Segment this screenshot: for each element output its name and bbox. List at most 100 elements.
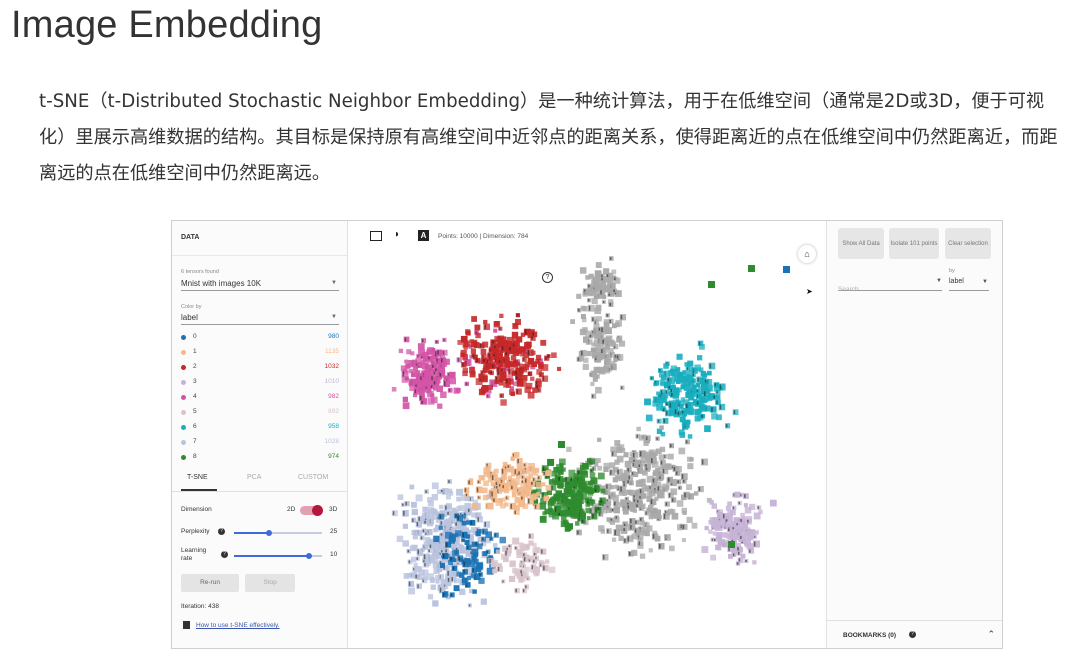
embedding-point[interactable]: [463, 345, 468, 350]
embedding-point[interactable]: [453, 387, 460, 394]
embedding-point[interactable]: [508, 575, 516, 583]
embedding-point[interactable]: [681, 524, 688, 530]
embedding-point[interactable]: [453, 571, 458, 576]
embedding-point[interactable]: [530, 489, 538, 497]
embedding-point[interactable]: [487, 476, 494, 483]
embedding-point[interactable]: [740, 553, 746, 559]
embedding-point[interactable]: [603, 319, 609, 325]
embedding-point[interactable]: [646, 475, 654, 483]
embedding-point[interactable]: [442, 526, 449, 534]
embedding-point[interactable]: [514, 505, 520, 511]
embedding-point[interactable]: [421, 338, 427, 344]
embedding-point[interactable]: [509, 467, 515, 473]
embedding-point[interactable]: [402, 396, 408, 402]
embedding-point[interactable]: [531, 331, 538, 338]
embedding-point[interactable]: [416, 548, 424, 556]
embedding-point[interactable]: [623, 452, 629, 458]
embedding-point[interactable]: [493, 321, 501, 328]
embedding-point[interactable]: [473, 499, 478, 505]
embedding-point[interactable]: [561, 514, 567, 521]
embedding-point[interactable]: [598, 511, 604, 517]
embedding-point[interactable]: [452, 539, 458, 545]
embedding-point[interactable]: [432, 561, 440, 569]
embedding-point[interactable]: [629, 518, 636, 525]
embedding-point[interactable]: [475, 512, 481, 518]
embedding-point[interactable]: [548, 508, 553, 513]
embedding-point[interactable]: [404, 364, 410, 369]
search-by-select[interactable]: label ▼: [949, 278, 989, 291]
embedding-point[interactable]: [748, 265, 755, 272]
embedding-point[interactable]: [544, 355, 550, 361]
embedding-point[interactable]: [550, 484, 557, 491]
embedding-point[interactable]: [585, 340, 590, 345]
embedding-point[interactable]: [712, 531, 717, 536]
embedding-point[interactable]: [480, 370, 486, 376]
embedding-point[interactable]: [511, 487, 518, 494]
embedding-point[interactable]: [506, 336, 514, 344]
embedding-point[interactable]: [656, 403, 664, 411]
embedding-point[interactable]: [440, 532, 447, 539]
embedding-point[interactable]: [464, 495, 471, 502]
embedding-point[interactable]: [553, 505, 561, 513]
embedding-point[interactable]: [449, 510, 454, 515]
embedding-point[interactable]: [493, 345, 499, 351]
embedding-point[interactable]: [783, 266, 790, 273]
embedding-point[interactable]: [495, 499, 503, 506]
embedding-point[interactable]: [713, 382, 720, 388]
embedding-point[interactable]: [547, 458, 555, 466]
embedding-point[interactable]: [466, 575, 471, 581]
embedding-point[interactable]: [715, 394, 721, 400]
embedding-point[interactable]: [461, 549, 466, 554]
embedding-point[interactable]: [445, 494, 451, 500]
embedding-point[interactable]: [423, 358, 430, 365]
embedding-point[interactable]: [473, 573, 481, 581]
embedding-point[interactable]: [411, 508, 418, 516]
embedding-point[interactable]: [686, 370, 692, 376]
embedding-point[interactable]: [541, 364, 549, 371]
embedding-point[interactable]: [569, 476, 576, 482]
embedding-point[interactable]: [698, 386, 705, 394]
embedding-point[interactable]: [512, 537, 520, 545]
embedding-point[interactable]: [478, 475, 485, 481]
embedding-point[interactable]: [628, 551, 634, 557]
embedding-point[interactable]: [656, 428, 663, 434]
embedding-point[interactable]: [461, 577, 468, 583]
embedding-point[interactable]: [540, 498, 547, 505]
embedding-point[interactable]: [402, 540, 409, 547]
embedding-point[interactable]: [685, 402, 692, 410]
embedding-point[interactable]: [711, 413, 718, 420]
embedding-point[interactable]: [548, 479, 555, 485]
embedding-point[interactable]: [613, 516, 620, 523]
embedding-point[interactable]: [430, 584, 436, 590]
embedding-point[interactable]: [449, 556, 455, 563]
embedding-point[interactable]: [478, 342, 485, 349]
embedding-point[interactable]: [586, 350, 592, 357]
night-mode-icon[interactable]: ◗: [394, 229, 401, 240]
embedding-point[interactable]: [547, 498, 555, 506]
embedding-point[interactable]: [410, 571, 417, 579]
embedding-point[interactable]: [579, 462, 584, 467]
embedding-point[interactable]: [433, 567, 440, 575]
embedding-point[interactable]: [609, 519, 615, 525]
embedding-point[interactable]: [453, 585, 460, 592]
embedding-point[interactable]: [433, 535, 440, 543]
embedding-point[interactable]: [504, 357, 510, 363]
embedding-point[interactable]: [676, 400, 684, 408]
embedding-point[interactable]: [438, 586, 446, 594]
embedding-point[interactable]: [445, 553, 450, 558]
color-by-select[interactable]: label ▼: [181, 313, 339, 325]
embedding-point[interactable]: [593, 354, 601, 362]
embedding-point[interactable]: [648, 489, 656, 497]
embedding-point[interactable]: [514, 497, 521, 504]
embedding-point[interactable]: [612, 494, 619, 501]
embedding-point[interactable]: [535, 354, 542, 361]
embedding-point[interactable]: [703, 378, 710, 385]
chevron-up-icon[interactable]: ⌃: [987, 629, 995, 639]
embedding-point[interactable]: [624, 460, 632, 468]
embedding-point[interactable]: [662, 512, 670, 520]
embedding-point[interactable]: [620, 499, 627, 506]
embedding-point[interactable]: [461, 531, 468, 538]
embedding-point[interactable]: [582, 317, 587, 323]
embedding-point[interactable]: [516, 380, 524, 387]
embedding-point[interactable]: [516, 458, 523, 465]
